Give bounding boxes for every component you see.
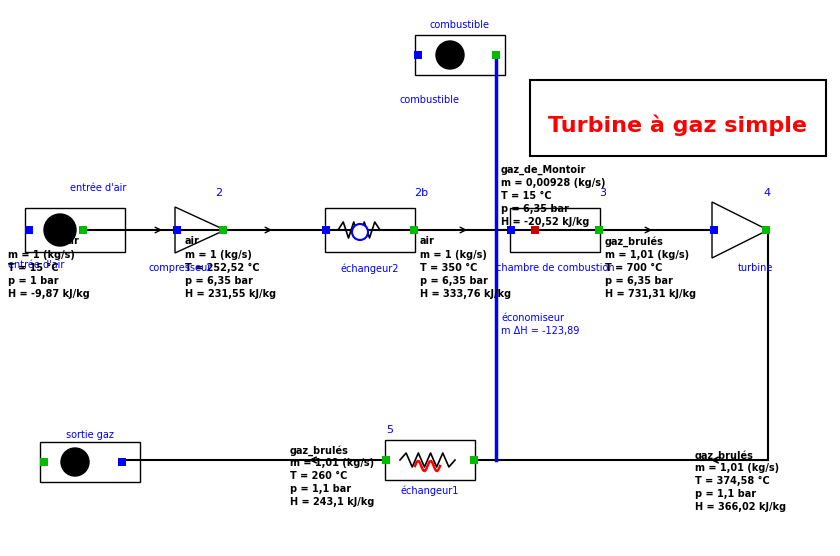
Text: H = -20,52 kJ/kg: H = -20,52 kJ/kg — [501, 217, 590, 227]
Bar — [173, 226, 181, 234]
Bar — [710, 226, 718, 234]
Polygon shape — [712, 202, 768, 258]
Bar — [322, 226, 330, 234]
FancyBboxPatch shape — [529, 80, 826, 156]
Bar — [118, 458, 126, 466]
Text: m = 1,01 (kg/s): m = 1,01 (kg/s) — [695, 463, 780, 473]
Text: Turbine à gaz simple: Turbine à gaz simple — [548, 115, 806, 137]
Text: H = -9,87 kJ/kg: H = -9,87 kJ/kg — [8, 289, 90, 299]
Bar — [40, 442, 140, 482]
Text: H = 731,31 kJ/kg: H = 731,31 kJ/kg — [605, 289, 696, 299]
Bar — [531, 226, 539, 234]
Text: échangeur1: échangeur1 — [401, 485, 459, 495]
Bar — [79, 226, 87, 234]
Text: entrée d'air: entrée d'air — [8, 260, 65, 270]
Text: m = 1 (kg/s): m = 1 (kg/s) — [420, 250, 487, 260]
Text: p = 6,35 bar: p = 6,35 bar — [605, 276, 673, 286]
Text: T = 260 °C: T = 260 °C — [290, 471, 348, 481]
Bar — [470, 456, 478, 464]
Text: T = 700 °C: T = 700 °C — [605, 263, 663, 273]
Circle shape — [352, 224, 368, 240]
Bar — [762, 226, 770, 234]
Text: gaz_de_Montoir: gaz_de_Montoir — [501, 165, 586, 175]
Bar — [510, 208, 600, 252]
Text: échangeur2: échangeur2 — [341, 263, 399, 274]
Circle shape — [436, 41, 464, 69]
Text: m = 1,01 (kg/s): m = 1,01 (kg/s) — [290, 458, 374, 468]
Bar — [492, 51, 500, 59]
Text: T = 252,52 °C: T = 252,52 °C — [185, 263, 260, 273]
Text: m = 0,00928 (kg/s): m = 0,00928 (kg/s) — [501, 178, 606, 188]
Text: turbine: turbine — [738, 263, 773, 273]
Text: p = 6,35 bar: p = 6,35 bar — [185, 276, 253, 286]
Text: gaz_brulés: gaz_brulés — [290, 445, 349, 456]
Text: p = 6,35 bar: p = 6,35 bar — [420, 276, 488, 286]
Text: p = 1,1 bar: p = 1,1 bar — [290, 484, 351, 494]
Text: combustible: combustible — [430, 20, 490, 30]
Bar — [25, 226, 33, 234]
Bar — [382, 456, 390, 464]
Text: combustible: combustible — [400, 95, 460, 105]
Text: m = 1,01 (kg/s): m = 1,01 (kg/s) — [605, 250, 689, 260]
Text: T = 374,58 °C: T = 374,58 °C — [695, 476, 769, 486]
Text: air: air — [420, 236, 435, 246]
Text: air: air — [185, 236, 200, 246]
Text: H = 243,1 kJ/kg: H = 243,1 kJ/kg — [290, 497, 375, 507]
Text: sortie gaz: sortie gaz — [66, 430, 114, 440]
Bar — [414, 51, 422, 59]
Text: m = 1 (kg/s): m = 1 (kg/s) — [185, 250, 252, 260]
Circle shape — [61, 448, 89, 476]
Text: m = 1 (kg/s): m = 1 (kg/s) — [8, 250, 75, 260]
Bar — [40, 458, 48, 466]
Text: p = 6,35 bar: p = 6,35 bar — [501, 204, 569, 214]
Text: économiseur: économiseur — [501, 313, 564, 323]
Text: gaz_brulés: gaz_brulés — [695, 450, 753, 461]
Bar — [595, 226, 603, 234]
Text: chambre de combustion: chambre de combustion — [496, 263, 614, 273]
Bar — [219, 226, 227, 234]
Bar — [415, 35, 505, 75]
Text: air: air — [65, 236, 80, 246]
Text: gaz_brulés: gaz_brulés — [605, 236, 664, 247]
Bar — [385, 440, 475, 480]
Text: 2b: 2b — [414, 188, 428, 198]
Text: compresseur: compresseur — [149, 263, 212, 273]
Text: H = 366,02 kJ/kg: H = 366,02 kJ/kg — [695, 502, 786, 512]
Text: p = 1 bar: p = 1 bar — [8, 276, 59, 286]
Text: 4: 4 — [763, 188, 770, 198]
Text: T = 15 °C: T = 15 °C — [8, 263, 59, 273]
Text: 3: 3 — [599, 188, 606, 198]
Text: entrée d'air: entrée d'air — [70, 183, 126, 193]
Text: H = 231,55 kJ/kg: H = 231,55 kJ/kg — [185, 289, 276, 299]
Text: H = 333,76 kJ/kg: H = 333,76 kJ/kg — [420, 289, 511, 299]
Bar — [325, 208, 415, 252]
Circle shape — [44, 214, 76, 246]
Text: p = 1,1 bar: p = 1,1 bar — [695, 489, 756, 499]
Bar — [410, 226, 418, 234]
Text: 2: 2 — [215, 188, 222, 198]
Text: T = 350 °C: T = 350 °C — [420, 263, 477, 273]
Polygon shape — [175, 207, 225, 253]
Bar — [25, 208, 125, 252]
Text: m ΔH = -123,89: m ΔH = -123,89 — [501, 326, 580, 336]
Text: 5: 5 — [386, 425, 393, 435]
Text: T = 15 °C: T = 15 °C — [501, 191, 552, 201]
Bar — [507, 226, 515, 234]
